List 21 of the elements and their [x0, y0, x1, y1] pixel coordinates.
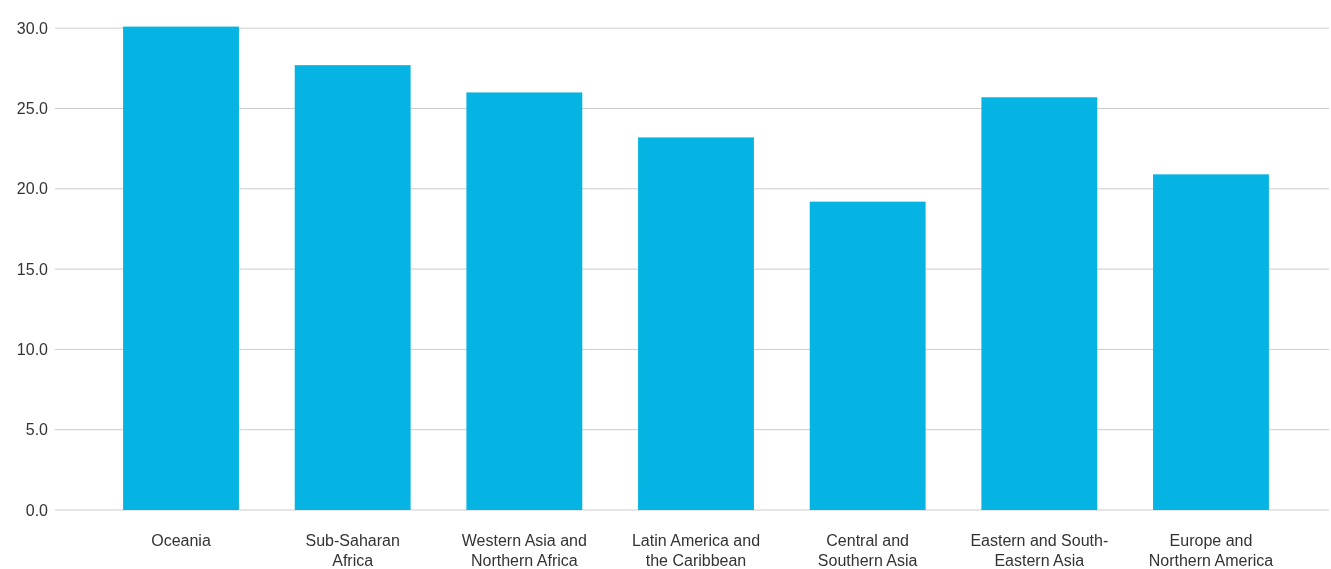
y-tick-label: 20.0	[16, 180, 49, 198]
bar	[123, 26, 239, 510]
x-tick-label: Latin America and the Caribbean	[631, 532, 761, 569]
x-tick-label: Central and Southern Asia	[817, 532, 918, 569]
bar	[466, 92, 583, 510]
bar	[809, 201, 926, 510]
y-tick-label: 30.0	[16, 19, 49, 37]
bar	[638, 137, 754, 510]
x-tick-label: Oceania	[151, 532, 211, 549]
bar	[1153, 174, 1269, 510]
bar	[981, 97, 1098, 510]
y-tick-label: 15.0	[16, 260, 49, 278]
bar	[294, 65, 411, 510]
y-tick-label: 25.0	[16, 100, 49, 118]
y-tick-label: 10.0	[16, 341, 49, 358]
x-tick-label: Sub-Saharan Africa	[305, 532, 400, 569]
x-tick-label: Western Asia and Northern Africa	[461, 532, 587, 569]
y-tick-label: 5.0	[25, 421, 49, 439]
y-tick-label: 0.0	[25, 501, 49, 519]
x-tick-label: Eastern and South-Eastern Asia	[970, 532, 1109, 569]
x-tick-label: Europe and Northern America	[1148, 532, 1274, 569]
